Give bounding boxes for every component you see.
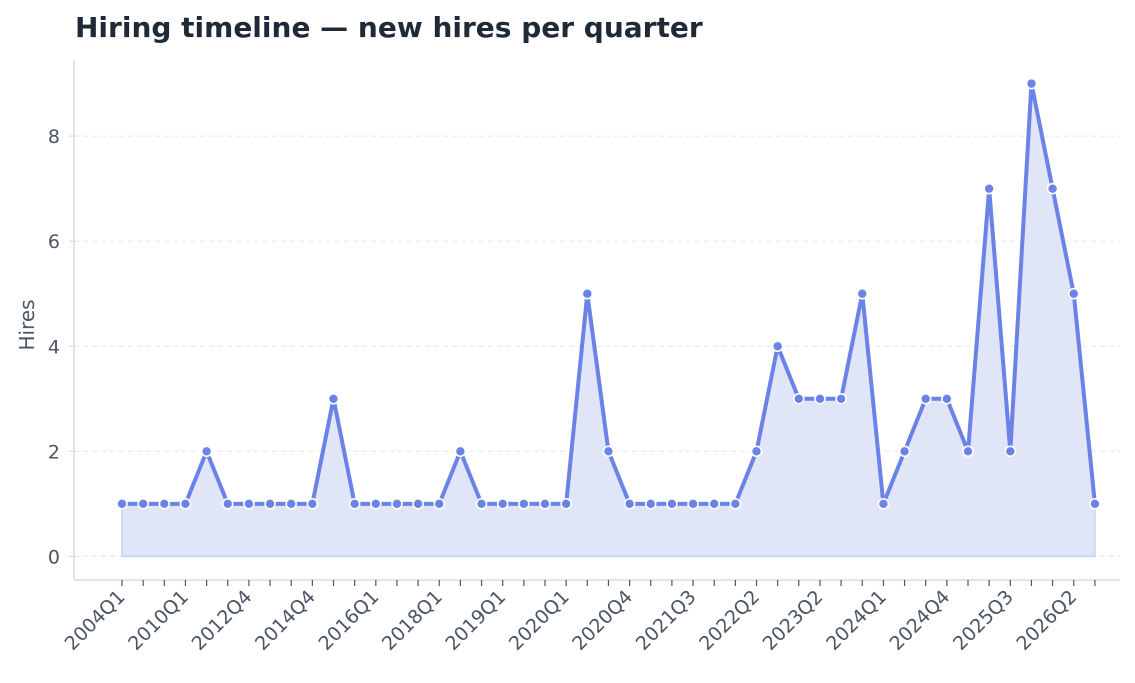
x-tick-label: 2022Q2 [695, 586, 764, 655]
data-point [391, 498, 403, 510]
data-point [644, 498, 657, 510]
data-point [898, 445, 911, 458]
data-point [285, 498, 298, 510]
area-fill [121, 83, 1096, 558]
x-tick-label: 2004Q1 [61, 586, 130, 655]
data-point [792, 392, 805, 405]
data-point [560, 498, 572, 510]
data-point [475, 498, 488, 510]
data-point [1025, 77, 1038, 90]
x-tick-label: 2014Q4 [251, 586, 320, 655]
data-point [433, 498, 446, 510]
x-tick-label: 2024Q4 [886, 586, 955, 655]
data-point [856, 287, 869, 300]
y-tick-label: 4 [48, 336, 60, 358]
x-tick-label: 2010Q1 [124, 586, 193, 655]
data-point [348, 498, 361, 510]
data-point [962, 445, 974, 458]
data-point [877, 498, 890, 510]
data-point [179, 498, 192, 510]
x-tick-label: 2019Q1 [441, 586, 510, 655]
x-tick-label: 2020Q4 [568, 586, 637, 655]
x-tick-label: 2021Q3 [632, 586, 701, 655]
data-point [581, 287, 594, 300]
y-tick-label: 8 [48, 126, 60, 148]
data-point [919, 392, 932, 405]
data-point [1067, 287, 1080, 300]
x-tick-label: 2024Q1 [822, 586, 891, 655]
y-tick-label: 0 [48, 546, 60, 568]
y-tick-label: 2 [48, 441, 60, 463]
x-tick-label: 2026Q2 [1012, 586, 1081, 655]
data-point [496, 498, 509, 510]
x-tick-label: 2025Q3 [949, 586, 1018, 655]
data-point [137, 498, 149, 510]
y-ticks: 0 2 4 6 8 [48, 126, 74, 568]
data-point [1004, 445, 1017, 458]
markers [116, 77, 1101, 510]
data-point [327, 392, 340, 405]
data-point [264, 498, 276, 510]
y-tick-label: 6 [48, 231, 60, 253]
data-point [1046, 182, 1059, 195]
data-point [539, 498, 551, 510]
y-axis-label: Hires [15, 299, 39, 350]
data-point [116, 498, 128, 510]
x-tick-label: 2018Q1 [378, 586, 447, 655]
data-point [243, 498, 255, 510]
data-point [221, 498, 234, 510]
data-point [708, 498, 721, 510]
x-tick-label: 2023Q2 [759, 586, 828, 655]
data-point [200, 445, 213, 458]
x-tick-label: 2016Q1 [314, 586, 383, 655]
x-tick-label: 2012Q4 [188, 586, 257, 655]
data-point [518, 498, 530, 510]
data-point [454, 445, 467, 458]
data-point [729, 498, 742, 510]
data-point [623, 498, 636, 510]
data-point [771, 340, 784, 353]
data-point [412, 498, 424, 510]
data-point [369, 498, 382, 510]
x-tick-label: 2020Q1 [505, 586, 574, 655]
data-point [1089, 498, 1101, 510]
data-point [158, 498, 171, 510]
data-point [983, 182, 995, 195]
data-point [306, 498, 319, 510]
data-point [666, 498, 678, 510]
chart-title: Hiring timeline — new hires per quarter [75, 11, 703, 44]
data-point [602, 445, 615, 458]
area-layer [121, 83, 1096, 558]
data-point [687, 498, 699, 510]
data-point [814, 392, 826, 405]
data-point [835, 392, 847, 405]
data-point [750, 445, 763, 458]
data-point [941, 392, 953, 405]
x-ticks: 2004Q12010Q12012Q42014Q42016Q12018Q12019… [61, 580, 1096, 655]
